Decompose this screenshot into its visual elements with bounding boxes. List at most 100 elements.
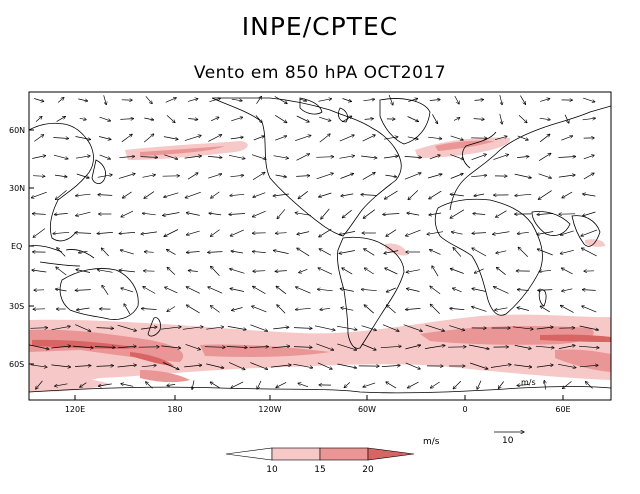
wind-vector [56,116,66,122]
wind-vector [427,174,442,179]
wind-vector [96,366,114,367]
wind-vector [558,345,575,349]
wind-vector [208,174,222,179]
wind-vector [32,156,45,159]
wind-vector [231,99,242,101]
wind-vector [581,248,597,257]
wind-vector [363,99,374,101]
wind-vector [102,285,109,295]
wind-vector [320,308,331,309]
wind-vector [230,269,245,274]
wind-vector [429,190,442,199]
wind-vector [143,287,156,294]
wind-vector [274,96,287,103]
color-bar-segment-15-20 [319,447,369,461]
wind-vector [230,175,243,176]
wind-vector [364,305,375,314]
lon-label-120e: 120E [65,405,85,414]
wind-vector [211,191,220,198]
wind-vector [296,287,311,294]
wind-vector [538,290,553,291]
wind-vector [583,97,595,102]
wind-vector [252,251,266,252]
wind-vector [78,98,87,101]
agency-title: INPE/CPTEC [241,12,399,41]
wind-vector [406,308,421,309]
wind-vector [164,154,177,159]
wind-vector [295,308,311,309]
wind-vector [361,195,378,196]
wind-vector [316,157,333,158]
map-unit-label: m/s [521,378,536,387]
wind-vector [276,382,287,387]
wind-vector [562,191,573,198]
wind-vector [512,326,533,329]
wind-vector [32,270,47,273]
wind-vector [299,268,308,272]
wind-vector [561,268,573,275]
wind-vector [249,347,269,348]
wind-vector [230,194,245,195]
wind-vector [273,193,289,196]
wind-vector [583,173,594,180]
wind-vector [407,116,419,122]
wind-vector [164,192,179,197]
wind-vector [186,305,200,314]
wind-vector [342,98,352,102]
wind-vector [277,305,286,314]
wind-vector [211,266,220,276]
wind-vector [336,325,357,330]
wind-vector [250,324,267,331]
wind-vector [277,209,286,218]
wind-vector [57,248,66,257]
wind-vector [490,365,511,368]
wind-vector [537,213,554,214]
wind-vector [517,308,529,311]
wind-vector [453,118,460,121]
wind-vector [140,157,158,158]
wind-vector [537,249,553,256]
wind-vector [165,287,178,294]
wind-vector [407,289,420,292]
wind-vector [252,210,266,217]
wind-vector [206,327,223,330]
wind-vector [581,229,598,236]
wind-vector [495,307,508,310]
color-bar-segment-low [225,447,273,461]
wind-vector [75,156,90,159]
wind-vector [540,99,550,102]
wind-vector [468,344,489,349]
wind-vector [430,304,440,314]
wind-vector [364,268,374,275]
wind-vector [318,268,333,275]
wind-vector [185,191,201,198]
wind-vector [363,382,376,387]
wind-vector [382,324,399,332]
wind-vector [79,118,87,119]
wind-vector [381,365,400,366]
wind-vector [558,363,576,367]
color-bar-segment-high [367,447,415,461]
wind-vector [209,98,221,103]
wind-vector [496,250,507,253]
wind-vector [558,157,575,158]
wind-vector [53,154,68,159]
wind-vector [35,116,42,122]
wind-vector [583,155,594,160]
color-bar [225,447,415,461]
wind-vector [314,325,335,330]
wind-vector [145,96,152,103]
wind-vector [119,232,136,233]
wind-vector [166,115,175,122]
wind-vector [229,214,246,215]
wind-vector [117,346,136,348]
wind-vector [344,382,351,387]
wind-vector [561,136,572,141]
wind-vector [251,154,266,160]
lon-label-60w: 60W [358,405,376,414]
wind-vector [273,155,289,159]
wind-vector [316,173,334,180]
wind-vector [582,290,596,291]
wind-vector [99,136,111,140]
wind-vector [337,343,356,350]
